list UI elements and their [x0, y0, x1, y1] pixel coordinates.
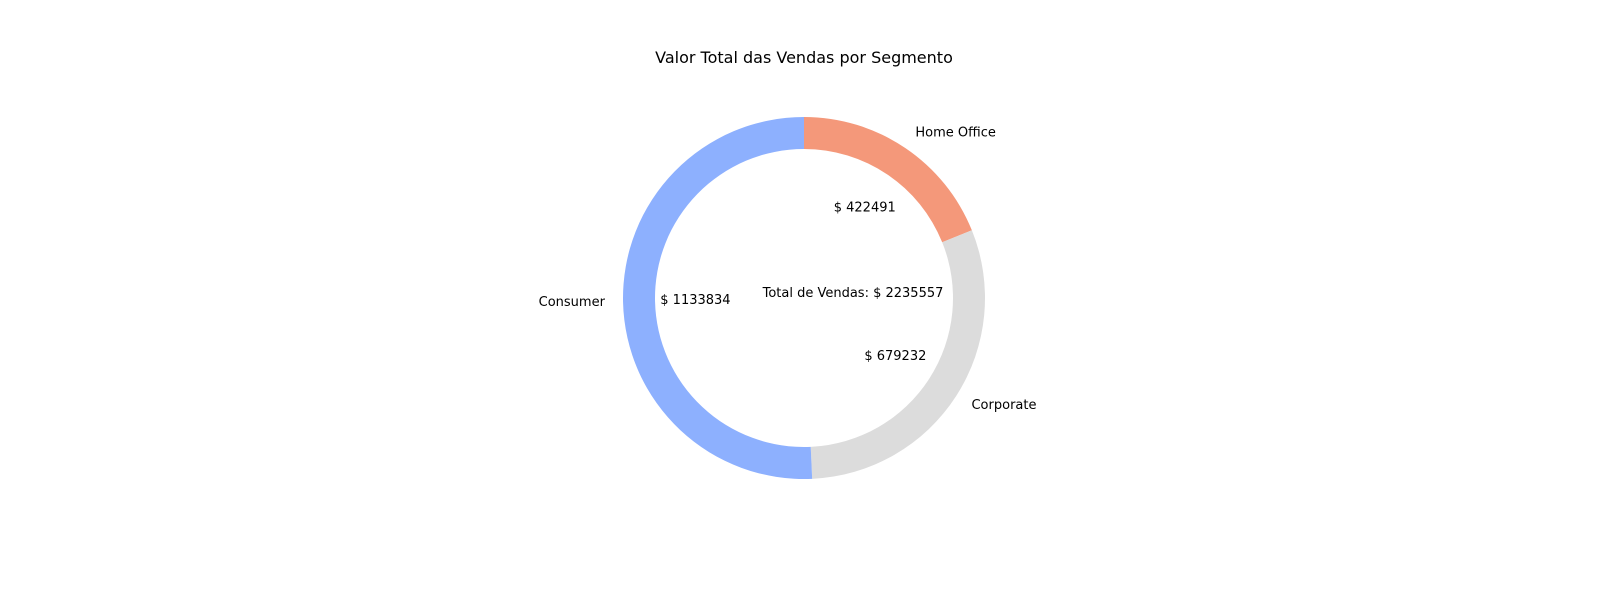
slice-value-corporate: $ 679232 — [864, 349, 926, 364]
donut-slices — [623, 117, 986, 479]
slice-label-consumer: Consumer — [539, 295, 606, 310]
slice-value-home-office: $ 422491 — [834, 200, 896, 215]
donut-labels: Home Office $ 422491 Corporate $ 679232 Cons… — [539, 125, 1037, 413]
chart-title: Valor Total das Vendas por Segmento — [655, 48, 953, 67]
slice-corporate — [810, 230, 986, 479]
slice-consumer — [623, 117, 813, 479]
slice-label-corporate: Corporate — [971, 398, 1036, 413]
slice-home-office — [804, 117, 972, 243]
slice-label-home-office: Home Office — [915, 125, 995, 140]
total-sales-label: Total de Vendas: $ 2235557 — [762, 286, 944, 301]
slice-value-consumer: $ 1133834 — [660, 293, 730, 308]
